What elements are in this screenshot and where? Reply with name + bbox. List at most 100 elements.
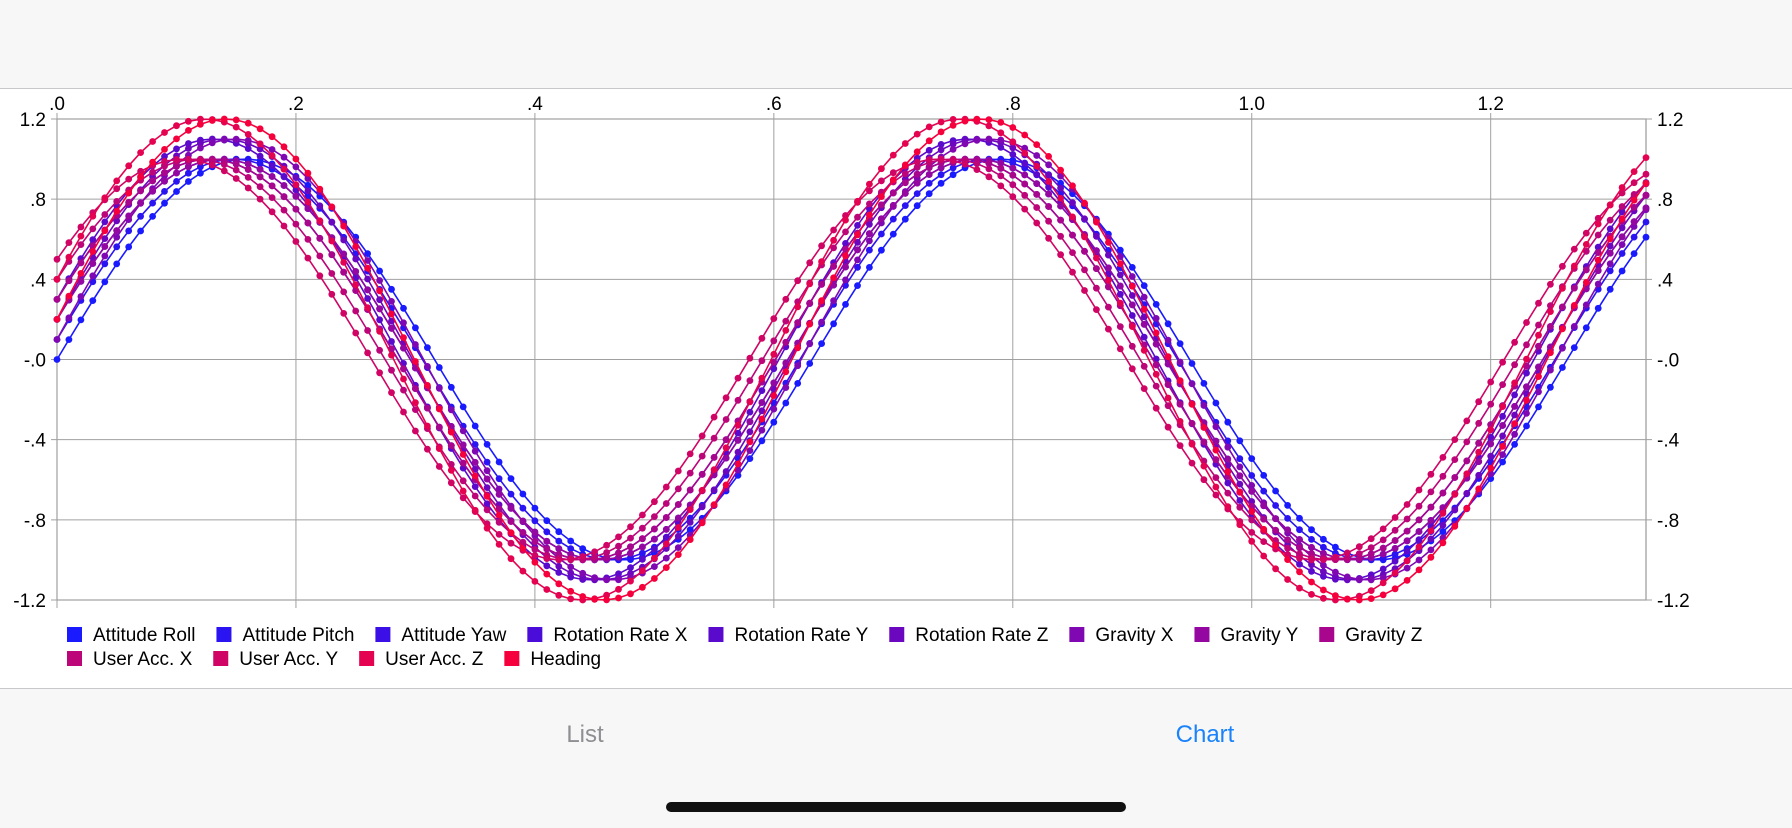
data-point xyxy=(937,141,945,148)
data-point xyxy=(1535,403,1542,411)
data-point xyxy=(1391,537,1399,544)
data-point xyxy=(531,546,539,553)
data-point xyxy=(1439,521,1447,529)
data-point xyxy=(77,278,85,285)
data-point xyxy=(627,564,634,571)
data-point xyxy=(1594,304,1602,312)
data-point xyxy=(758,437,766,445)
data-point xyxy=(459,459,467,467)
data-point xyxy=(340,250,348,258)
data-point xyxy=(1367,595,1375,602)
data-point xyxy=(567,545,575,552)
data-point xyxy=(1582,301,1590,309)
y-tick-label-right: 1.2 xyxy=(1657,110,1683,131)
data-point xyxy=(1463,417,1471,425)
data-point xyxy=(412,324,419,332)
data-point xyxy=(1535,321,1542,329)
data-point xyxy=(161,177,168,185)
data-point xyxy=(913,202,921,210)
data-point xyxy=(376,346,383,354)
data-point xyxy=(603,553,610,561)
data-point xyxy=(292,238,300,245)
home-indicator[interactable] xyxy=(666,802,1126,812)
data-point xyxy=(388,366,395,374)
data-point xyxy=(937,155,945,163)
data-point xyxy=(770,365,778,373)
tab-chart[interactable]: Chart xyxy=(1175,721,1235,748)
data-point xyxy=(412,358,419,365)
data-point xyxy=(1296,536,1303,543)
data-point xyxy=(901,161,909,169)
data-point xyxy=(1487,452,1495,460)
data-point xyxy=(1523,341,1530,349)
data-point xyxy=(1618,250,1626,257)
data-point xyxy=(1332,543,1339,551)
data-point xyxy=(1642,204,1650,212)
data-point xyxy=(376,316,383,324)
data-point xyxy=(137,212,145,220)
data-point xyxy=(1642,218,1650,226)
data-point xyxy=(889,230,897,238)
data-point xyxy=(1403,548,1411,555)
data-point xyxy=(889,202,897,209)
data-point xyxy=(973,115,981,123)
data-point xyxy=(925,190,933,198)
data-point xyxy=(1535,331,1542,339)
data-point xyxy=(1248,482,1256,489)
data-point xyxy=(866,264,873,271)
data-point xyxy=(806,320,814,328)
data-point xyxy=(674,551,682,558)
data-point xyxy=(1570,302,1578,309)
legend-swatch xyxy=(889,627,905,642)
data-point xyxy=(1451,474,1459,481)
data-point xyxy=(1200,438,1208,446)
data-point xyxy=(483,506,491,514)
data-point xyxy=(304,236,312,243)
data-point xyxy=(1343,595,1351,603)
x-tick-label: .6 xyxy=(766,94,782,115)
data-point xyxy=(1391,550,1399,558)
data-point xyxy=(531,538,539,545)
data-point xyxy=(937,146,945,154)
data-point xyxy=(137,227,145,235)
data-point xyxy=(495,541,503,548)
data-point xyxy=(1439,454,1447,461)
data-point xyxy=(1128,273,1136,280)
data-point xyxy=(101,252,109,260)
data-point xyxy=(1152,361,1160,369)
data-point xyxy=(770,315,778,322)
data-point xyxy=(1212,423,1220,431)
data-point xyxy=(722,444,730,452)
data-point xyxy=(937,118,945,126)
data-point xyxy=(173,135,180,143)
data-point xyxy=(268,194,276,201)
data-point xyxy=(1248,529,1256,536)
data-point xyxy=(1188,459,1196,467)
data-point xyxy=(1212,491,1220,499)
data-point xyxy=(1081,247,1088,255)
data-point xyxy=(1009,151,1017,158)
data-point xyxy=(1523,319,1530,326)
data-point xyxy=(185,155,192,163)
legend-item: Gravity Z xyxy=(1319,625,1423,646)
tab-list[interactable]: List xyxy=(566,721,604,748)
data-point xyxy=(101,235,109,243)
data-point xyxy=(770,350,778,358)
legend-label: Gravity Z xyxy=(1345,625,1422,646)
data-point xyxy=(1200,424,1208,431)
data-point xyxy=(997,129,1005,137)
data-point xyxy=(842,276,849,284)
data-point xyxy=(1057,166,1064,174)
data-point xyxy=(854,282,861,289)
legend-label: Gravity X xyxy=(1095,625,1173,646)
data-point xyxy=(627,549,634,557)
data-point xyxy=(1021,160,1029,167)
data-point xyxy=(1116,260,1124,268)
data-point xyxy=(901,190,909,197)
y-tick-label-right: .4 xyxy=(1657,270,1673,291)
data-point xyxy=(830,281,837,289)
data-point xyxy=(1499,442,1506,450)
data-point xyxy=(1367,576,1375,584)
data-point xyxy=(519,529,527,536)
y-tick-label-right: -.8 xyxy=(1657,511,1679,532)
